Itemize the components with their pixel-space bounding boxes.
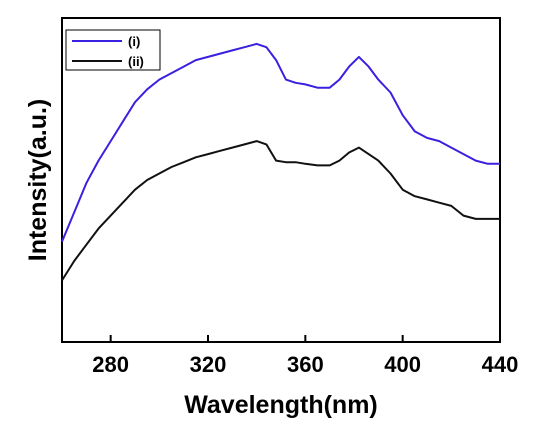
legend-label-series-i: (i) <box>128 34 140 49</box>
plot-frame <box>61 17 501 343</box>
legend-label-series-ii: (ii) <box>128 54 144 69</box>
x-tick-label-360: 360 <box>287 352 324 377</box>
x-tick-label-320: 320 <box>190 352 227 377</box>
x-tick-label-280: 280 <box>92 352 129 377</box>
x-axis-title: Wavelength(nm) <box>184 391 378 419</box>
x-tick-label-400: 400 <box>384 352 421 377</box>
legend-box <box>65 29 161 71</box>
legend: (i) (ii) <box>65 29 161 71</box>
series-layer <box>61 42 500 281</box>
series-line-i <box>61 42 500 242</box>
y-axis-title: Intensity(a.u.) <box>24 99 52 262</box>
series-line-ii <box>61 140 500 281</box>
x-tick-label-440: 440 <box>482 352 519 377</box>
x-axis: 280 320 360 400 440 <box>92 335 518 377</box>
